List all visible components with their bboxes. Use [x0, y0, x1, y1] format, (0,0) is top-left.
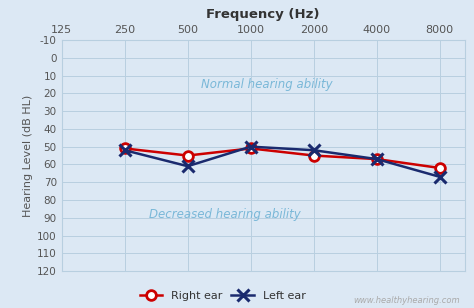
Left ear — [185, 164, 191, 168]
Right ear — [437, 166, 443, 170]
Left ear — [374, 157, 380, 161]
Left ear — [122, 148, 128, 152]
Legend: Right ear, Left ear: Right ear, Left ear — [140, 290, 305, 301]
Left ear — [437, 175, 443, 179]
Line: Left ear: Left ear — [119, 141, 446, 182]
Right ear — [248, 147, 254, 150]
Right ear — [374, 157, 380, 161]
Y-axis label: Hearing Level (dB HL): Hearing Level (dB HL) — [23, 95, 33, 217]
Right ear — [122, 147, 128, 150]
Right ear — [311, 154, 317, 157]
Text: Normal hearing ability: Normal hearing ability — [201, 78, 333, 91]
X-axis label: Frequency (Hz): Frequency (Hz) — [206, 8, 320, 21]
Left ear — [311, 148, 317, 152]
Right ear — [185, 154, 191, 157]
Line: Right ear: Right ear — [120, 144, 445, 173]
Text: Decreased hearing ability: Decreased hearing ability — [149, 208, 301, 221]
Text: www.healthyhearing.com: www.healthyhearing.com — [353, 296, 460, 305]
Left ear — [248, 145, 254, 148]
